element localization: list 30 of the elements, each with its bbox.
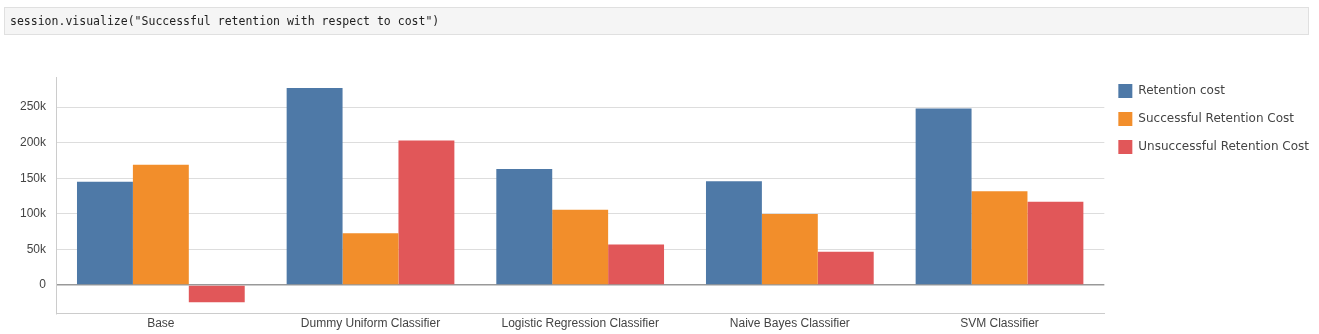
bar	[1027, 201, 1084, 285]
bar	[915, 108, 972, 285]
legend-label: Unsuccessful Retention Cost	[1138, 139, 1310, 154]
bar	[76, 181, 133, 285]
bar	[188, 285, 245, 303]
bar	[817, 251, 874, 285]
y-tick-label: 150k	[19, 170, 48, 185]
bar	[705, 181, 762, 285]
x-tick-label: Naive Bayes Classifier	[729, 316, 850, 331]
legend-label: Successful Retention Cost	[1138, 111, 1295, 126]
bar	[496, 169, 553, 285]
y-tick-label: 100k	[19, 206, 48, 221]
bar	[971, 191, 1028, 285]
bar	[552, 209, 609, 285]
bar	[286, 87, 343, 285]
x-tick-label: SVM Classifier	[960, 316, 1039, 331]
x-tick-label: Dummy Uniform Classifier	[300, 316, 441, 331]
bar	[761, 213, 818, 285]
x-tick-label: Logistic Regression Classifier	[501, 316, 659, 331]
bar	[132, 164, 189, 285]
x-tick-label: Base	[147, 316, 175, 331]
legend-label: Retention cost	[1138, 83, 1226, 98]
bar	[342, 233, 399, 285]
bar	[398, 140, 455, 285]
y-tick-label: 200k	[19, 135, 48, 150]
y-tick-label: 250k	[19, 99, 48, 114]
bar	[608, 244, 665, 285]
y-tick-label: 50k	[26, 241, 48, 256]
text: session.visualize("Successful retention with respect to cost")	[4, 7, 1309, 35]
y-tick-label: 0	[39, 277, 47, 292]
